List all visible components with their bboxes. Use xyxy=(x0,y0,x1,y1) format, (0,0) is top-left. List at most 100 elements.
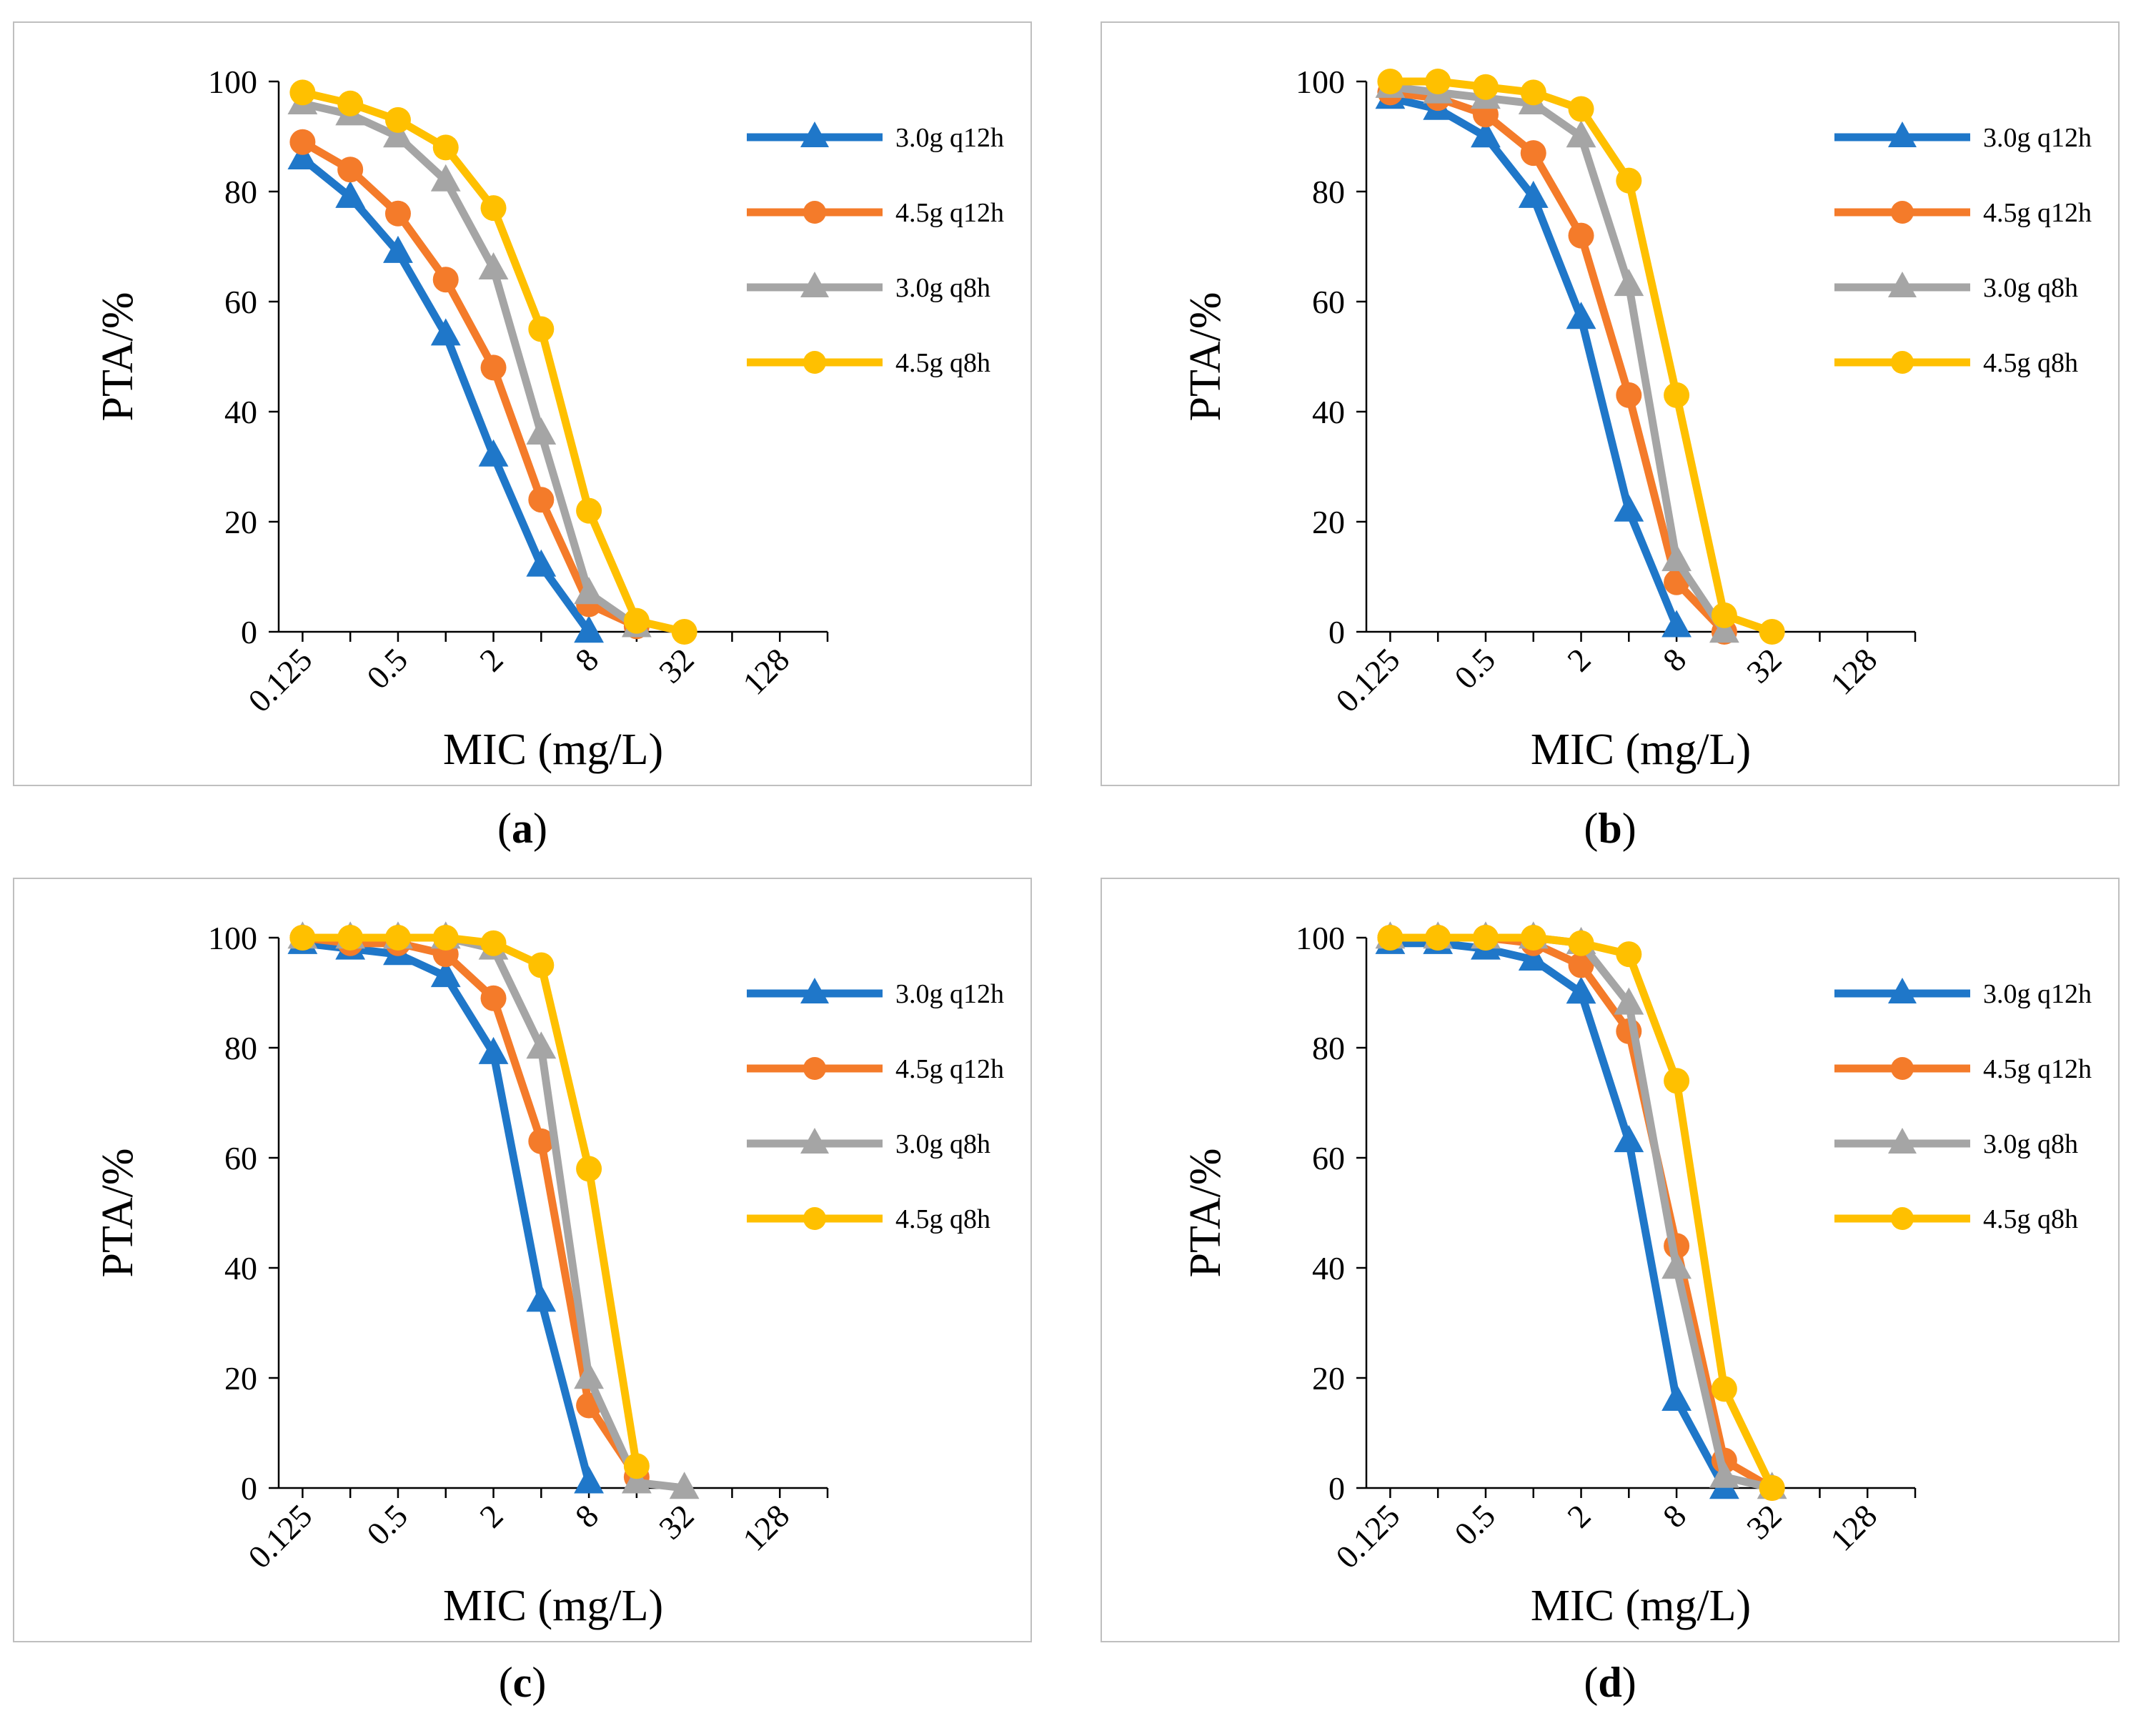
y-axis-title: PTA/% xyxy=(1181,1148,1230,1277)
data-point-circle xyxy=(576,1156,602,1182)
series-4-5g-q8h xyxy=(1377,69,1785,645)
data-point-circle xyxy=(528,316,555,342)
caption-a: (a) xyxy=(497,805,547,852)
x-tick-label: 2 xyxy=(472,641,510,678)
legend-label: 4.5g q12h xyxy=(1983,198,2092,228)
caption-label-d: d xyxy=(1598,1659,1622,1706)
legend-item: 4.5g q8h xyxy=(747,1204,990,1234)
data-point-triangle xyxy=(1471,120,1501,148)
y-tick-label: 40 xyxy=(1312,1250,1345,1286)
caption-c: (c) xyxy=(498,1659,547,1706)
legend-item: 4.5g q12h xyxy=(1834,198,2092,228)
x-tick-label: 2 xyxy=(1560,1497,1597,1534)
x-tick-label: 32 xyxy=(1739,1497,1789,1547)
y-tick-label: 80 xyxy=(1312,174,1345,210)
data-point-circle xyxy=(1520,79,1546,106)
legend-marker-triangle xyxy=(800,1128,829,1154)
x-axis-title: MIC (mg/L) xyxy=(443,1582,663,1630)
legend-marker-triangle xyxy=(1888,1128,1917,1154)
caption-label-a: a xyxy=(512,805,533,852)
chart-panel-d: 0 20 40 60 80 100 0.125 0.5 2 8 32 128 MIC (mg/L) PTA… xyxy=(1101,878,2120,1642)
data-point-circle xyxy=(1711,602,1737,628)
x-tick-label: 0.5 xyxy=(1447,641,1502,696)
legend-label: 3.0g q8h xyxy=(895,1129,990,1159)
data-point-circle xyxy=(384,925,411,951)
y-tick-label: 20 xyxy=(224,504,257,540)
legend-item: 3.0g q12h xyxy=(1834,121,2092,153)
data-point-circle xyxy=(1377,69,1404,94)
data-point-circle xyxy=(1759,1475,1785,1501)
data-point-circle xyxy=(337,157,364,183)
x-tick-label: 128 xyxy=(735,1497,796,1558)
data-point-triangle xyxy=(430,164,461,192)
chart-panel-a: 0 20 40 60 80 100 0.125 0.5 2 8 32 128 MIC (mg/L) PTA… xyxy=(13,21,1032,786)
data-point-triangle xyxy=(1709,1460,1739,1488)
data-point-triangle xyxy=(526,1284,557,1312)
legend-item: 4.5g q8h xyxy=(1834,348,2078,378)
y-tick-label: 20 xyxy=(224,1360,257,1397)
legend-marker-circle xyxy=(803,1207,826,1230)
series-line xyxy=(1386,933,1777,1492)
data-point-circle xyxy=(528,952,555,978)
chart-panel-b: 0 20 40 60 80 100 0.125 0.5 2 8 32 128 MIC (mg/L) PTA… xyxy=(1101,21,2120,786)
data-point-circle xyxy=(1520,140,1546,167)
y-tick-label: 40 xyxy=(224,1250,257,1286)
y-tick-label: 0 xyxy=(1328,614,1345,650)
data-point-triangle xyxy=(1661,1251,1692,1279)
data-point-triangle xyxy=(574,577,604,605)
data-point-circle xyxy=(480,985,507,1011)
data-point-triangle xyxy=(574,1361,604,1389)
series-3-0g-q8h xyxy=(1375,70,1739,643)
data-point-triangle xyxy=(526,417,557,445)
caption-label-b: b xyxy=(1598,805,1622,852)
data-point-circle xyxy=(480,354,507,381)
series-4-5g-q8h xyxy=(1377,925,1785,1501)
legend-marker-triangle xyxy=(1888,272,1917,297)
chart-svg-a: 0 20 40 60 80 100 0.125 0.5 2 8 32 128 MIC (mg/L) PTA… xyxy=(94,64,1004,774)
data-point-circle xyxy=(1616,382,1642,408)
caption-label-c: c xyxy=(512,1659,532,1706)
data-point-circle xyxy=(1377,925,1404,951)
data-point-circle xyxy=(1568,930,1594,956)
legend-marker-triangle xyxy=(800,272,829,297)
series-line xyxy=(298,939,593,1487)
legend-marker-circle xyxy=(1891,1057,1914,1080)
y-tick-label: 0 xyxy=(241,614,257,650)
series-4-5g-q12h xyxy=(289,129,650,640)
data-point-circle xyxy=(289,129,316,155)
x-tick-label: 8 xyxy=(1656,1497,1693,1534)
legend-marker-triangle xyxy=(800,978,829,1003)
data-point-triangle xyxy=(1518,943,1549,971)
y-tick-label: 100 xyxy=(208,920,257,956)
legend-item: 3.0g q12h xyxy=(1834,978,2092,1009)
data-point-triangle xyxy=(526,1031,557,1059)
data-point-circle xyxy=(480,930,507,956)
y-tick-label: 40 xyxy=(224,394,257,430)
data-point-circle xyxy=(623,1453,650,1479)
data-point-circle xyxy=(1568,952,1594,978)
series-3-0g-q12h xyxy=(287,142,604,643)
y-tick-label: 60 xyxy=(224,284,257,320)
x-tick-label: 0.125 xyxy=(241,1497,319,1575)
data-point-triangle xyxy=(383,235,413,263)
x-tick-label: 8 xyxy=(568,1497,605,1534)
y-tick-label: 60 xyxy=(1312,284,1345,320)
data-point-circle xyxy=(432,134,459,161)
data-point-triangle xyxy=(1661,1384,1692,1411)
data-point-triangle xyxy=(526,549,557,577)
data-point-triangle xyxy=(574,1466,604,1494)
series-4-5g-q12h xyxy=(1377,925,1785,1501)
data-point-triangle xyxy=(1614,987,1644,1015)
data-point-circle xyxy=(528,1128,555,1154)
caption-d: (d) xyxy=(1584,1659,1636,1706)
legend-item: 4.5g q8h xyxy=(747,348,990,378)
y-axis-title: PTA/% xyxy=(1181,292,1230,421)
data-point-triangle xyxy=(1566,976,1596,1004)
x-tick-label: 0.125 xyxy=(1328,641,1406,719)
data-point-circle xyxy=(1616,941,1642,968)
x-tick-label: 32 xyxy=(652,1497,701,1547)
legend-marker-circle xyxy=(803,201,826,224)
series-4-5g-q8h xyxy=(289,925,650,1479)
data-point-circle xyxy=(337,90,364,116)
data-point-triangle xyxy=(1566,120,1596,148)
